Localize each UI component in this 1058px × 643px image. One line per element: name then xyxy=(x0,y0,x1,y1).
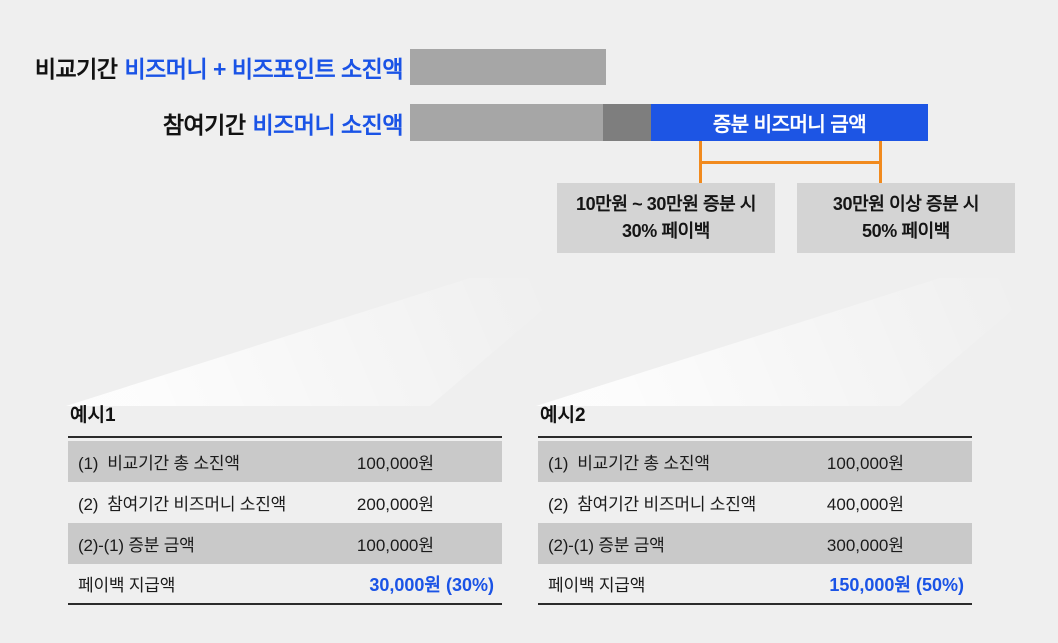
comparison-spend-bar xyxy=(410,49,606,85)
payback-tier-50-callout: 30만원 이상 증분 시 50% 페이백 xyxy=(797,183,1015,253)
increment-bar-label: 증분 비즈머니 금액 xyxy=(712,114,867,136)
comparison-period-name: 비교기간 xyxy=(34,56,118,82)
payback-tier-30-callout: 10만원 ~ 30만원 증분 시 30% 페이백 xyxy=(557,183,775,253)
comparison-metric-name: 비즈머니 + 비즈포인트 소진액 xyxy=(124,56,403,82)
row-label: (1) 비교기간 총 소진액 xyxy=(548,454,710,473)
row-value: 150,000원 (50%) xyxy=(829,574,964,595)
row-value: 300,000원 xyxy=(826,536,904,555)
row-label: (2) 참여기간 비즈머니 소진액 xyxy=(78,495,287,514)
table-row: (1) 비교기간 총 소진액 100,000원 xyxy=(538,441,972,482)
row-label: (2) 참여기간 비즈머니 소진액 xyxy=(548,495,757,514)
row-label: (2)-(1) 증분 금액 xyxy=(548,536,665,555)
table-row: (2)-(1) 증분 금액 300,000원 xyxy=(538,523,972,564)
table-row-payback: 페이백 지급액 150,000원 (50%) xyxy=(538,564,972,605)
participation-period-label: 참여기간 비즈머니 소진액 xyxy=(0,104,404,141)
participation-overlap-bar xyxy=(603,104,651,141)
table-row: (2) 참여기간 비즈머니 소진액 400,000원 xyxy=(538,482,972,523)
comparison-period-label: 비교기간 비즈머니 + 비즈포인트 소진액 xyxy=(0,49,404,85)
tier-50-condition: 30만원 이상 증분 시 xyxy=(832,194,980,214)
example-2-title: 예시2 xyxy=(538,398,972,438)
table-row: (2)-(1) 증분 금액 100,000원 xyxy=(68,523,502,564)
row-value: 200,000원 xyxy=(356,495,434,514)
participation-metric-name: 비즈머니 소진액 xyxy=(252,111,403,138)
example-1-table: 예시1 (1) 비교기간 총 소진액 100,000원 (2) 참여기간 비즈머… xyxy=(68,398,502,605)
tier-50-rate: 50% 페이백 xyxy=(862,221,950,241)
row-value: 100,000원 xyxy=(826,454,904,473)
row-label: (2)-(1) 증분 금액 xyxy=(78,536,195,555)
row-label: (1) 비교기간 총 소진액 xyxy=(78,454,240,473)
participation-base-bar xyxy=(410,104,603,141)
tier-30-rate: 30% 페이백 xyxy=(622,221,710,241)
row-label: 페이백 지급액 xyxy=(548,576,646,595)
table-row: (1) 비교기간 총 소진액 100,000원 xyxy=(68,441,502,482)
row-value: 100,000원 xyxy=(356,454,434,473)
connector-line-horizontal xyxy=(699,161,882,164)
example-1-title: 예시1 xyxy=(68,398,502,438)
row-label: 페이백 지급액 xyxy=(78,576,176,595)
example-2-table: 예시2 (1) 비교기간 총 소진액 100,000원 (2) 참여기간 비즈머… xyxy=(538,398,972,605)
participation-period-name: 참여기간 xyxy=(162,111,246,138)
table-row-payback: 페이백 지급액 30,000원 (30%) xyxy=(68,564,502,605)
increment-amount-bar: 증분 비즈머니 금액 xyxy=(651,104,928,141)
table-row: (2) 참여기간 비즈머니 소진액 200,000원 xyxy=(68,482,502,523)
tier-30-condition: 10만원 ~ 30만원 증분 시 xyxy=(575,194,757,214)
row-value: 400,000원 xyxy=(826,495,904,514)
row-value: 100,000원 xyxy=(356,536,434,555)
row-value: 30,000원 (30%) xyxy=(369,574,494,595)
